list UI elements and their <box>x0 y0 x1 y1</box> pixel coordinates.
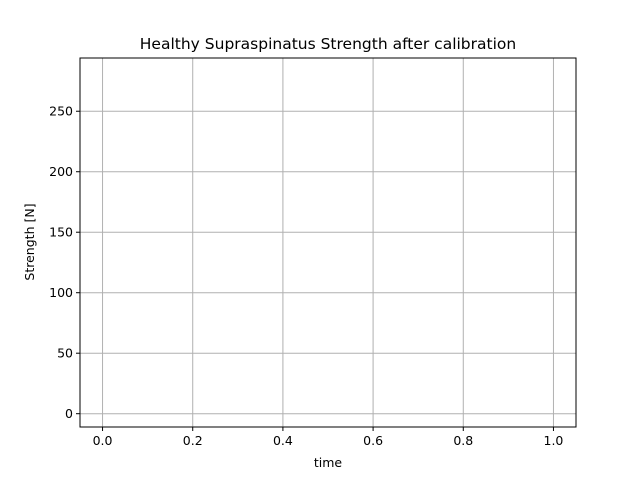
chart-title: Healthy Supraspinatus Strength after cal… <box>140 35 516 53</box>
y-tick-label: 200 <box>49 164 73 179</box>
x-tick-label: 0.6 <box>363 433 383 448</box>
y-tick-label: 50 <box>57 346 73 361</box>
x-tick-label: 1.0 <box>544 433 564 448</box>
y-tick-label: 0 <box>65 406 73 421</box>
y-axis-label: Strength [N] <box>22 203 37 280</box>
x-tick-label: 0.2 <box>183 433 203 448</box>
plot-frame <box>79 57 577 428</box>
y-tick-label: 150 <box>49 225 73 240</box>
x-axis-label: time <box>314 455 343 470</box>
x-tick-label: 0.8 <box>453 433 473 448</box>
y-tick-label: 100 <box>49 285 73 300</box>
ticks: 0.0 0.2 0.4 0.6 0.8 1.0 0 50 100 150 200 250 <box>49 104 563 448</box>
y-tick-label: 250 <box>49 104 73 119</box>
x-tick-label: 0.4 <box>273 433 293 448</box>
x-tick-label: 0.0 <box>93 433 113 448</box>
grid <box>80 58 576 427</box>
